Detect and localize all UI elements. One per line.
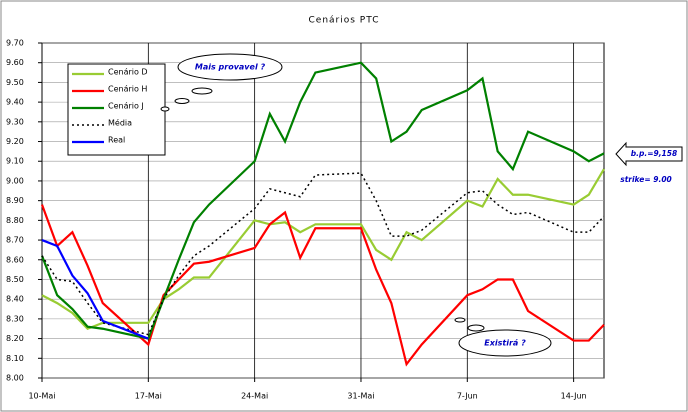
plot: 8.00 8.10 8.20 8.30 8.40 8.50 8.60 8.70 8.80 8.90… (6, 39, 605, 401)
chart-title: Cenários PTC (309, 16, 380, 26)
y-tick-label: 9.50 (6, 78, 24, 87)
series-line (40, 61, 605, 340)
y-tick-label: 9.00 (6, 176, 24, 185)
legend-label: Média (108, 118, 132, 128)
x-tick-label: 7-Jun (457, 392, 478, 401)
x-tick-label: 14-Jun (561, 392, 587, 401)
y-tick-label: 9.40 (6, 98, 24, 107)
y-tick-label: 8.60 (6, 255, 24, 264)
legend-label: Cenário D (108, 68, 148, 77)
y-tick-label: 8.70 (6, 236, 24, 245)
cloud-tail (191, 87, 213, 95)
x-tick-label: 10-Mai (28, 392, 55, 401)
cloud-tail (174, 98, 190, 104)
legend-label: Real (108, 136, 125, 145)
cloud-tail (467, 324, 485, 332)
y-tick-label: 9.20 (6, 137, 24, 146)
cloud-tail (454, 317, 466, 323)
cloud (458, 329, 552, 357)
y-tick-label: 8.00 (6, 374, 24, 383)
legend-label: Cenário H (108, 85, 147, 94)
x-tick-label: 17-Mai (135, 392, 162, 401)
y-tick-label: 9.10 (6, 157, 24, 166)
x-tick-label: 24-Mai (241, 392, 268, 401)
y-tick-label: 9.70 (6, 39, 24, 48)
y-tick-label: 8.40 (6, 295, 24, 304)
y-tick-label: 9.30 (6, 117, 24, 126)
y-tick-label: 8.30 (6, 314, 24, 323)
y-tick-label: 8.50 (6, 275, 24, 284)
y-tick-label: 9.60 (6, 58, 24, 67)
annotation: Mais provavel ? (195, 63, 266, 72)
annotation: Existirá ? (484, 339, 526, 348)
y-tick-label: 8.10 (6, 354, 24, 363)
annotations: Mais provavel ? Existirá ? b.p.=9,158 st… (160, 53, 683, 357)
annotation: b.p.=9,158 (631, 149, 677, 158)
callout-arrow (615, 141, 683, 167)
y-tick-label: 8.20 (6, 334, 24, 343)
series-line (40, 204, 605, 367)
annotation: strike= 9.00 (620, 175, 672, 184)
y-tick-label: 8.90 (6, 196, 24, 205)
series-line (41, 239, 149, 340)
legend: Cenário D Cenário H Cenário J Média Real (67, 63, 166, 156)
cloud (177, 53, 283, 81)
y-tick-label: 8.80 (6, 216, 24, 225)
cloud-tail (160, 106, 170, 112)
legend-box (67, 63, 166, 156)
x-tick-label: 31-Mai (347, 392, 374, 401)
legend-label: Cenário J (108, 102, 144, 111)
